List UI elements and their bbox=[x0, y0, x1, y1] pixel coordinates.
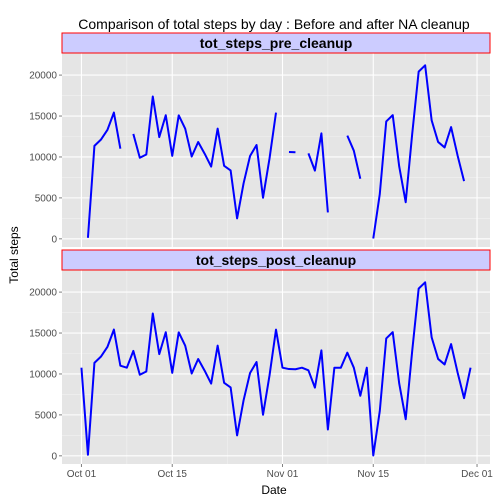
y-tick-label: 10000 bbox=[29, 152, 57, 163]
y-tick-label: 15000 bbox=[29, 329, 57, 340]
y-tick-label: 20000 bbox=[29, 71, 57, 82]
chart-title: Comparison of total steps by day : Befor… bbox=[78, 16, 470, 32]
y-tick-label: 0 bbox=[51, 234, 57, 245]
x-tick-label: Nov 01 bbox=[267, 469, 299, 480]
x-tick-label: Nov 15 bbox=[357, 469, 389, 480]
y-tick-label: 20000 bbox=[29, 288, 57, 299]
facet-strip bbox=[61, 249, 491, 271]
x-tick-label: Oct 15 bbox=[158, 469, 188, 480]
y-axis-label: Total steps bbox=[7, 226, 21, 283]
x-tick-label: Dec 01 bbox=[461, 469, 493, 480]
series-line bbox=[372, 64, 466, 239]
x-tick-label: Oct 01 bbox=[67, 469, 97, 480]
series-line bbox=[86, 111, 122, 238]
facet-strip-label: tot_steps_post_cleanup bbox=[196, 252, 356, 268]
x-axis-label: Date bbox=[261, 483, 287, 497]
series-line bbox=[80, 281, 472, 457]
series-line bbox=[132, 95, 277, 220]
facet-panel: 0 5000 10000 15000 20000 tot_steps_pre_cleanu… bbox=[29, 32, 491, 247]
y-tick-label: 0 bbox=[51, 451, 57, 462]
facet-strip-label: tot_steps_pre_cleanup bbox=[200, 35, 353, 51]
facet-strip bbox=[61, 32, 491, 54]
panel-background bbox=[62, 270, 490, 464]
y-tick-label: 15000 bbox=[29, 112, 57, 123]
x-axis: Oct 01 Oct 15 Nov 01 Nov 15 Dec 01 bbox=[67, 464, 493, 480]
series-line bbox=[346, 135, 362, 179]
panel-background bbox=[62, 53, 490, 247]
y-tick-label: 10000 bbox=[29, 369, 57, 380]
facet-panel: 0 5000 10000 15000 20000 tot_steps_post_clean… bbox=[29, 249, 491, 464]
y-tick-label: 5000 bbox=[35, 193, 58, 204]
series-line bbox=[307, 132, 329, 213]
y-tick-label: 5000 bbox=[35, 410, 58, 421]
